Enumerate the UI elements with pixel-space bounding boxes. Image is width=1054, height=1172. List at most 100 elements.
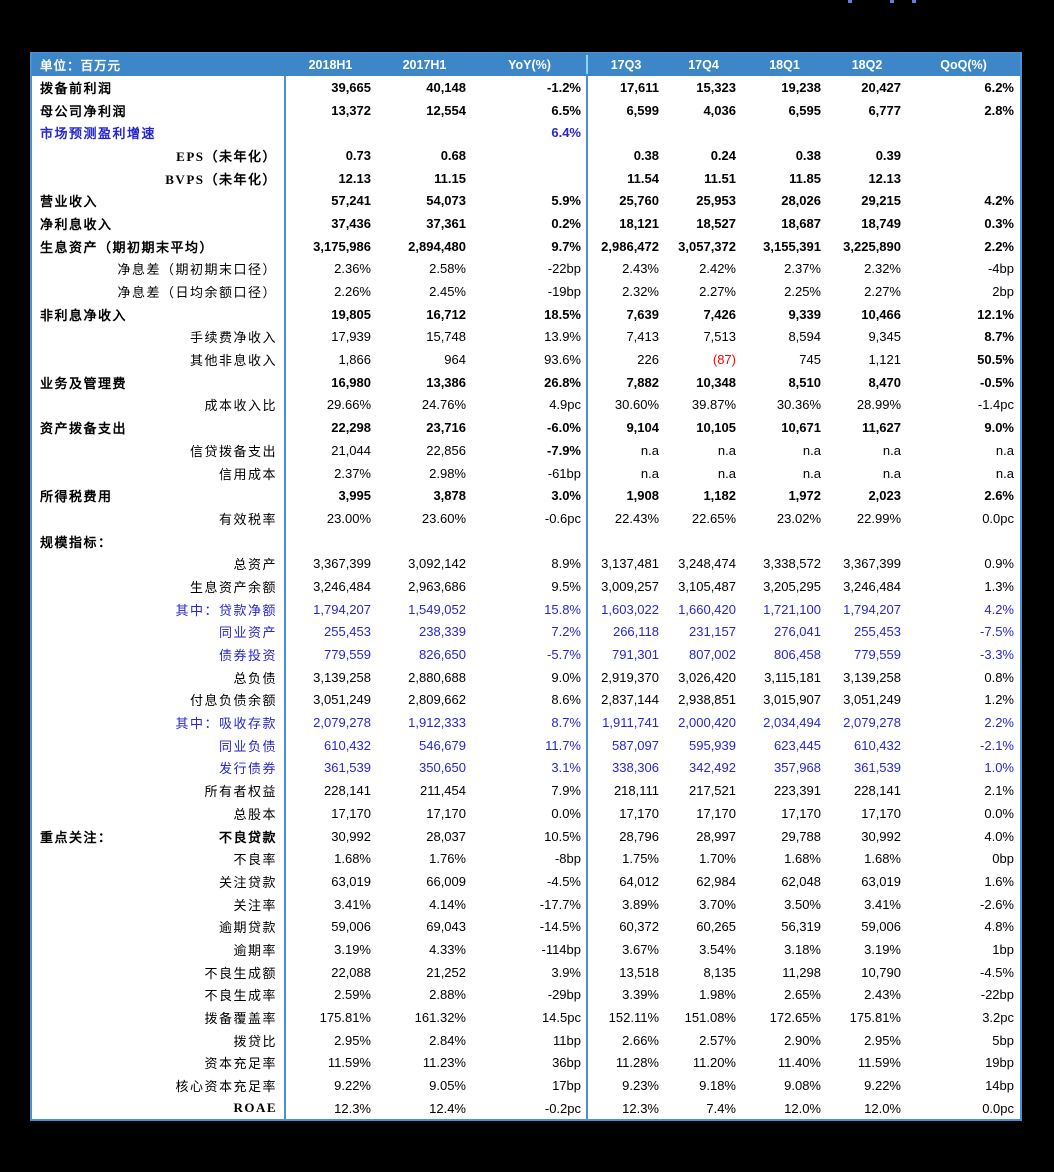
row-label: 其中：贷款净额: [175, 602, 277, 618]
value-cell: 8,470: [868, 374, 901, 390]
table-header-row: 单位：百万元 2018H1 2017H1 YoY(%) 17Q3 17Q4 18Q1 18Q…: [32, 53, 1020, 76]
row-label-cell: 信贷拨备支出: [32, 441, 284, 460]
value-cell: 1,794,207: [843, 601, 901, 617]
value-cell: 826,650: [419, 647, 466, 663]
value-cell: 2,837,144: [601, 692, 659, 708]
value-cell: 1,794,207: [313, 601, 371, 617]
table-row: ROAE 12.3% 12.4% -0.2pc 12.3% 7.4% 12.0% 12.0% 0…: [32, 1097, 1020, 1120]
value-cell: 255,453: [854, 624, 901, 640]
value-cell: 93.6%: [544, 352, 581, 368]
row-label-cell: 非利息净收入: [32, 305, 284, 324]
row-label: 不良生成额: [204, 965, 277, 981]
row-group-label: 重点关注：: [40, 829, 113, 845]
value-cell: 361,539: [854, 760, 901, 776]
value-cell: 37,361: [426, 215, 466, 231]
value-cell: 9,339: [788, 306, 821, 322]
value-cell: 69,043: [426, 919, 466, 935]
value-cell: 25,760: [619, 193, 659, 209]
row-label: 逾期贷款: [218, 920, 277, 936]
value-cell: 2,894,480: [408, 238, 466, 254]
value-cell: 17,939: [331, 329, 371, 345]
value-cell: 9.23%: [622, 1078, 659, 1094]
value-cell: 57,241: [331, 193, 371, 209]
value-cell: 1,182: [703, 488, 736, 504]
value-cell: 12,554: [426, 102, 466, 118]
value-cell: 60,372: [619, 919, 659, 935]
value-cell: 39,665: [331, 79, 371, 95]
value-cell: 29,215: [861, 193, 901, 209]
row-label-cell: 信用成本: [32, 464, 284, 483]
value-cell: 0.8%: [984, 669, 1014, 685]
value-cell: 3.39%: [622, 987, 659, 1003]
row-label-cell: 市场预测盈利增速: [32, 123, 284, 142]
value-cell: 16,712: [426, 306, 466, 322]
value-cell: 3.41%: [334, 896, 371, 912]
value-cell: 3.9%: [551, 964, 581, 980]
row-label-cell: 逾期率: [32, 940, 284, 959]
value-cell: 2.58%: [429, 261, 466, 277]
value-cell: 228,141: [854, 783, 901, 799]
row-label-cell: 同业资产: [32, 622, 284, 641]
value-cell: 19bp: [985, 1055, 1014, 1071]
value-cell: 60,265: [696, 919, 736, 935]
value-cell: 39.87%: [691, 397, 736, 413]
value-cell: 3,026,420: [678, 669, 736, 685]
value-cell: 2.43%: [864, 987, 901, 1003]
row-label-cell: 生息资产（期初期末平均）: [32, 237, 284, 256]
value-cell: 1.76%: [429, 851, 466, 867]
value-cell: 22,088: [331, 964, 371, 980]
value-cell: 1.98%: [699, 987, 736, 1003]
value-cell: 64,012: [619, 873, 659, 889]
row-label-cell: 拨贷比: [32, 1031, 284, 1050]
value-cell: 806,458: [774, 647, 821, 663]
value-cell: 19,805: [331, 306, 371, 322]
value-cell: 28.99%: [856, 397, 901, 413]
value-cell: 4.8%: [984, 919, 1014, 935]
value-cell: 2.88%: [429, 987, 466, 1003]
value-cell: 338,306: [612, 760, 659, 776]
value-cell: 2.36%: [334, 261, 371, 277]
value-cell: -22bp: [547, 261, 581, 277]
value-cell: n.a: [995, 442, 1014, 458]
value-cell: 223,391: [774, 783, 821, 799]
value-cell: 3.54%: [699, 941, 736, 957]
value-cell: 2bp: [992, 284, 1014, 300]
value-cell: 8,594: [788, 329, 821, 345]
value-cell: 11,298: [782, 964, 821, 980]
value-cell: 9.0%: [984, 420, 1014, 436]
value-cell: 0.9%: [984, 556, 1014, 572]
table-row: 逾期率 3.19% 4.33% -114bp 3.67% 3.54% 3.18% 3.19% 1…: [32, 938, 1020, 961]
row-label: 总负债: [233, 670, 277, 686]
value-cell: 22,298: [331, 420, 371, 436]
row-label-cell: 关注贷款: [32, 872, 284, 891]
value-cell: 11.40%: [777, 1055, 821, 1071]
value-cell: 18,749: [861, 215, 901, 231]
value-cell: 255,453: [324, 624, 371, 640]
value-cell: 610,432: [324, 737, 371, 753]
table-row: 净利息收入 37,436 37,361 0.2% 18,121 18,527 18,687 1…: [32, 212, 1020, 235]
value-cell: 3.19%: [334, 941, 371, 957]
row-label-cell: 发行债券: [32, 758, 284, 777]
value-cell: 11.15: [434, 170, 466, 186]
value-cell: 2.2%: [984, 715, 1014, 731]
row-label-cell: 有效税率: [32, 509, 284, 528]
value-cell: 1.3%: [984, 578, 1014, 594]
value-cell: 0.0%: [551, 805, 581, 821]
value-cell: 12.3%: [622, 1100, 659, 1116]
value-cell: 3,367,399: [843, 556, 901, 572]
table-row: 营业收入 57,241 54,073 5.9% 25,760 25,953 28,026 29…: [32, 189, 1020, 212]
value-cell: 807,002: [689, 647, 736, 663]
row-label: 信贷拨备支出: [189, 443, 277, 459]
value-cell: 3,155,391: [763, 238, 821, 254]
value-cell: 14bp: [985, 1078, 1014, 1094]
value-cell: 6.5%: [551, 102, 581, 118]
column-header: 18Q1: [769, 57, 800, 72]
value-cell: -29bp: [547, 987, 581, 1003]
row-label-cell: 手续费净收入: [32, 327, 284, 346]
value-cell: 3.2pc: [982, 1010, 1014, 1026]
value-cell: 0.0%: [984, 805, 1014, 821]
value-cell: 2.8%: [984, 102, 1014, 118]
value-cell: 2.84%: [429, 1032, 466, 1048]
value-cell: 350,650: [419, 760, 466, 776]
value-cell: -22bp: [980, 987, 1014, 1003]
